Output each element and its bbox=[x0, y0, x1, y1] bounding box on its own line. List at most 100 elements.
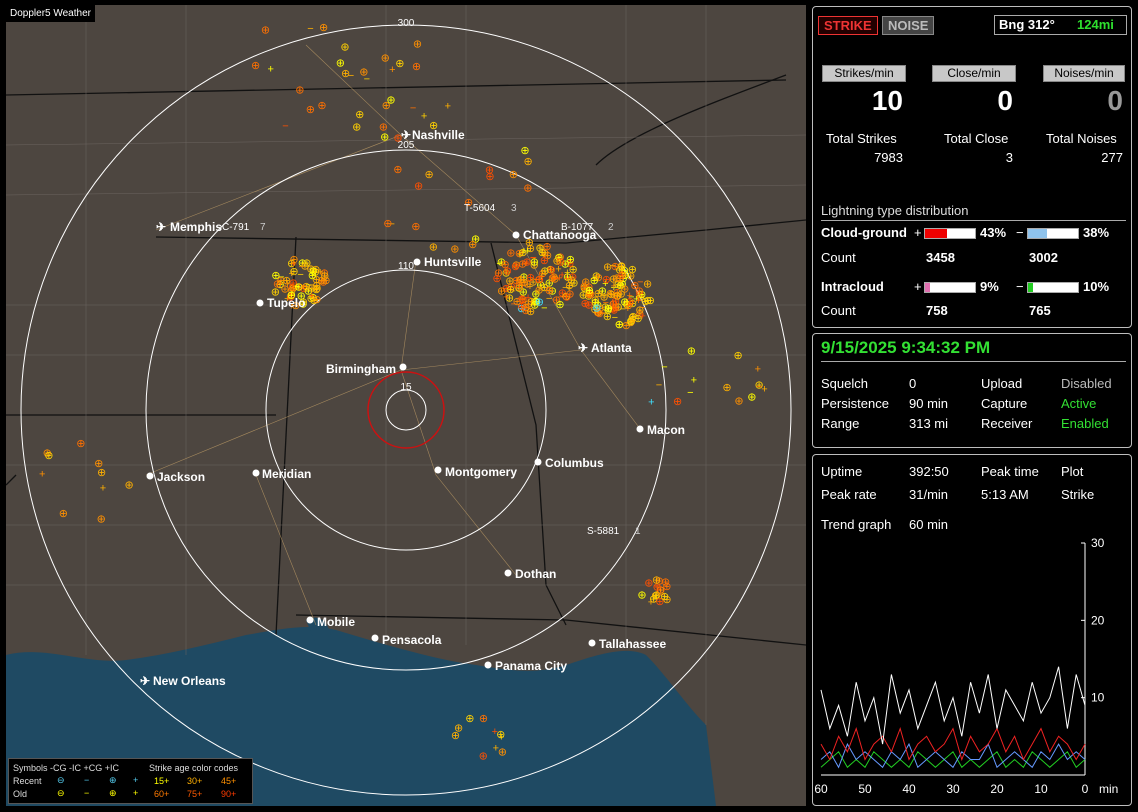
strike-marker-icon: ⊕ bbox=[609, 305, 618, 317]
city-panama-city[interactable]: Panama City bbox=[484, 659, 568, 673]
city-meridian[interactable]: Meridian bbox=[252, 467, 312, 481]
persistence-label: Persistence bbox=[821, 396, 889, 411]
city-birmingham[interactable]: Birmingham bbox=[326, 362, 407, 376]
strike-marker-icon: ⊕ bbox=[524, 299, 533, 311]
strike-marker-icon: ⊕ bbox=[535, 274, 544, 286]
storm-tag-b1077[interactable]: B-1077 bbox=[561, 222, 594, 233]
strike-marker-icon: ⊕ bbox=[317, 100, 326, 112]
strike-marker-icon: ⊕ bbox=[554, 252, 563, 264]
strike-marker-icon: ⊕ bbox=[288, 282, 297, 294]
city-montgomery[interactable]: Montgomery bbox=[434, 465, 518, 479]
city-nashville[interactable]: ✈ Nashville bbox=[401, 128, 465, 142]
strike-marker-icon: ⊕ bbox=[380, 131, 389, 143]
strike-marker-icon: ⊕ bbox=[540, 282, 549, 294]
strike-marker-icon: ⊕ bbox=[299, 283, 308, 295]
storm-tag-suffix: 1 bbox=[635, 526, 641, 537]
noise-tab[interactable]: NOISE bbox=[882, 16, 935, 35]
age-75: 75+ bbox=[187, 789, 203, 799]
city-tupelo[interactable]: Tupelo bbox=[256, 296, 306, 310]
strike-marker-icon: ⊕ bbox=[556, 257, 565, 269]
strike-marker-icon: + bbox=[294, 281, 300, 293]
strike-marker-icon: ⊕ bbox=[609, 299, 618, 311]
strike-marker-icon: ⊕ bbox=[518, 294, 527, 306]
svg-text:Macon: Macon bbox=[647, 423, 685, 437]
lightning-map[interactable]: 300 205 110 15 ⊕ ⊕ ⊕ ⊕ ⊕ ⊕ ⊕ ⊕ ⊕ ⊕ ⊕ ⊕ ⊕ ⊕ − ⊕ ⊕ ⊕ + ⊕ ⊕ + − ⊕ ⊕… bbox=[5, 5, 807, 806]
strike-marker-icon: ⊕ bbox=[585, 289, 594, 301]
strike-marker-icon: ⊕ bbox=[620, 296, 629, 308]
strike-marker-icon: − bbox=[628, 292, 634, 304]
storm-tag-c791[interactable]: C-791 bbox=[222, 222, 250, 233]
storm-tag-suffix: 2 bbox=[608, 222, 614, 233]
city-macon[interactable]: Macon bbox=[636, 423, 686, 437]
strike-marker-icon: ⊕ bbox=[359, 66, 368, 78]
city-columbus[interactable]: Columbus bbox=[534, 456, 604, 470]
strike-marker-icon: ⊕ bbox=[320, 268, 329, 280]
strike-marker-icon: ⊕ bbox=[312, 283, 321, 295]
storm-tag-suffix: 3 bbox=[511, 203, 517, 214]
svg-text:Columbus: Columbus bbox=[545, 456, 604, 470]
ring-label-15: 15 bbox=[400, 382, 412, 393]
trend-series-line bbox=[820, 727, 1086, 762]
strike-marker-icon: ⊕ bbox=[594, 272, 603, 284]
strike-marker-icon: ⊕ bbox=[626, 317, 635, 329]
plot-value[interactable]: Strike bbox=[1061, 487, 1095, 502]
range-label: Range bbox=[821, 416, 860, 431]
strike-marker-icon: ⊕ bbox=[609, 299, 618, 311]
strike-marker-icon: ⊕ bbox=[614, 302, 623, 314]
upload-label: Upload bbox=[981, 376, 1023, 391]
strike-marker-icon: ⊕ bbox=[644, 577, 653, 589]
city-memphis[interactable]: ✈ Memphis bbox=[156, 220, 222, 234]
strike-marker-icon: ⊕ bbox=[311, 267, 320, 279]
city-chattanooga[interactable]: Chattanooga bbox=[512, 228, 597, 242]
strike-marker-icon: ⊕ bbox=[548, 273, 557, 285]
strike-marker-icon: − bbox=[537, 240, 543, 252]
strike-marker-icon: ⊕ bbox=[379, 121, 388, 133]
city-dothan[interactable]: Dothan bbox=[504, 567, 557, 581]
strike-marker-icon: ⊕ bbox=[496, 729, 505, 741]
strike-marker-icon: ⊕ bbox=[519, 287, 528, 299]
strike-marker-icon: ⊕ bbox=[613, 290, 622, 302]
strike-marker-icon: ⊕ bbox=[635, 289, 644, 301]
strike-marker-icon: ⊕ bbox=[497, 286, 506, 298]
storm-tag-t5604[interactable]: T-5604 bbox=[464, 203, 496, 214]
city-mobile[interactable]: Mobile bbox=[306, 615, 356, 629]
strike-tab[interactable]: STRIKE bbox=[818, 16, 878, 35]
city-new-orleans[interactable]: ✈ New Orleans bbox=[140, 674, 226, 688]
strike-marker-icon: ⊕ bbox=[306, 104, 315, 116]
strike-marker-icon: ⊕ bbox=[580, 283, 589, 295]
strike-marker-icon: ⊕ bbox=[506, 284, 515, 296]
svg-text:Tupelo: Tupelo bbox=[267, 296, 305, 310]
strike-marker-icon: ⊕ bbox=[289, 283, 298, 295]
strike-marker-icon: ⊕ bbox=[615, 273, 624, 285]
strike-marker-icon: ⊕ bbox=[309, 295, 318, 307]
city-tallahassee[interactable]: Tallahassee bbox=[588, 637, 667, 651]
strike-marker-icon: ⊕ bbox=[97, 513, 106, 525]
city-jackson[interactable]: Jackson bbox=[146, 470, 206, 484]
strike-marker-icon: ⊕ bbox=[627, 316, 636, 328]
strike-marker-icon: ⊕ bbox=[552, 255, 561, 267]
strike-marker-icon: ⊕ bbox=[612, 273, 621, 285]
peak-time-label: Peak time bbox=[981, 464, 1039, 479]
cg-pos-count: 3458 bbox=[926, 250, 955, 265]
strike-marker-icon: ⊕ bbox=[276, 275, 285, 287]
strike-marker-icon: + bbox=[492, 726, 498, 738]
strike-marker-icon: ⊕ bbox=[485, 171, 494, 183]
storm-tag-s5881[interactable]: S-5881 bbox=[587, 526, 620, 537]
cg-pos-pct: 43% bbox=[980, 225, 1007, 240]
cg-label: Cloud-ground bbox=[821, 225, 907, 240]
strike-marker-icon: ⊕ bbox=[289, 254, 298, 266]
svg-text:Birmingham: Birmingham bbox=[326, 362, 396, 376]
city-pensacola[interactable]: Pensacola bbox=[371, 633, 442, 647]
strike-marker-icon: ⊕ bbox=[652, 575, 661, 587]
cg-neg-bar bbox=[1027, 228, 1079, 239]
strike-marker-icon: ⊕ bbox=[516, 274, 525, 286]
svg-text:Montgomery: Montgomery bbox=[445, 465, 517, 479]
strike-marker-icon: ⊕ bbox=[393, 164, 402, 176]
strike-marker-icon: ⊕ bbox=[617, 260, 626, 272]
strike-marker-icon: − bbox=[601, 307, 607, 319]
brand-label: Doppler5 Weather bbox=[6, 5, 95, 22]
strike-marker-icon: ⊕ bbox=[607, 289, 616, 301]
city-atlanta[interactable]: ✈ Atlanta bbox=[578, 341, 632, 355]
trend-value: 60 min bbox=[909, 517, 949, 532]
city-huntsville[interactable]: Huntsville bbox=[413, 255, 482, 269]
